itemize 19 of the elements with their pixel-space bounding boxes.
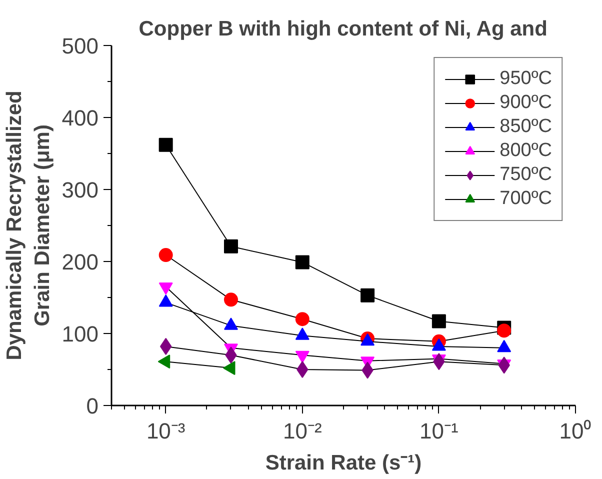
- legend-label: 800ºC: [500, 140, 552, 162]
- y-tick-label: 300: [62, 178, 99, 202]
- x-axis-title: Strain Rate (s⁻¹): [265, 452, 422, 474]
- x-tick-label: 10⁰: [559, 418, 592, 444]
- y-axis-title: Dynamically Recrystallized Grain Diameter (μm): [3, 90, 54, 360]
- y-tick-label: 500: [62, 34, 99, 58]
- legend-label: 900ºC: [500, 92, 552, 114]
- legend-label: 950ºC: [500, 68, 552, 90]
- y-tick-label: 0: [86, 394, 99, 418]
- legend-label: 700ºC: [500, 188, 552, 210]
- legend-label: 750ºC: [500, 164, 552, 186]
- legend-label: 850ºC: [500, 116, 552, 138]
- y-tick-label: 100: [62, 322, 99, 346]
- y-tick-label: 400: [62, 106, 99, 130]
- x-tick-label: 10⁻¹: [420, 418, 458, 444]
- x-tick-label: 10⁻²: [282, 418, 322, 444]
- chart-title: Copper B with high content of Ni, Ag and: [138, 18, 548, 40]
- x-tick-label: 10⁻³: [146, 418, 186, 444]
- y-tick-label: 200: [62, 250, 99, 274]
